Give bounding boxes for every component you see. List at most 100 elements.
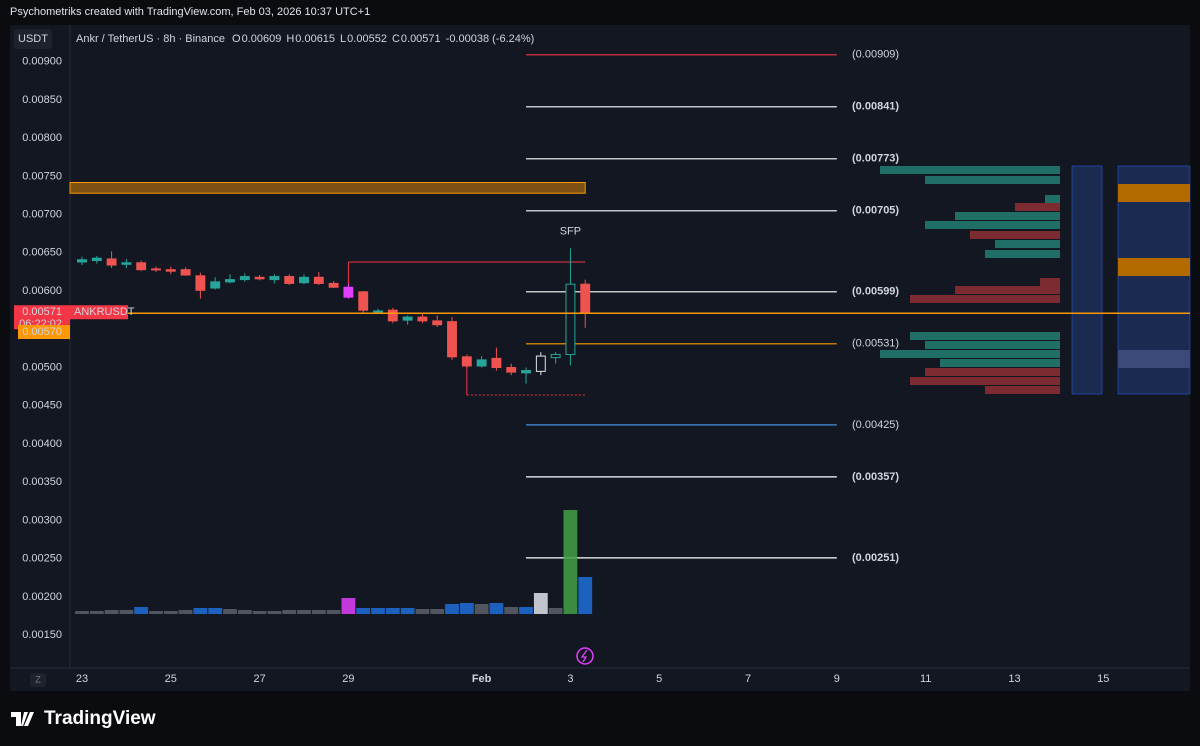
event-icon-bolt bbox=[580, 649, 588, 663]
level-label: (0.00705) bbox=[852, 205, 899, 217]
x-tick-label: 23 bbox=[76, 673, 88, 685]
candle-body bbox=[180, 269, 191, 276]
y-tick-label: 0.00300 bbox=[22, 514, 62, 526]
x-tick-label: 3 bbox=[567, 673, 573, 685]
annotation: SFP bbox=[560, 225, 581, 237]
y-tick-label: 0.00850 bbox=[22, 94, 62, 106]
volume-bar bbox=[208, 608, 223, 614]
candle-body bbox=[121, 262, 132, 265]
y-tick-label: 0.00400 bbox=[22, 438, 62, 450]
quote-button[interactable] bbox=[14, 29, 52, 49]
order-book-heatmap bbox=[880, 165, 1191, 395]
candle-body bbox=[565, 283, 576, 356]
candle-body bbox=[195, 275, 206, 291]
y-tick-label: 0.00650 bbox=[22, 247, 62, 259]
price-tag-value: 0.00571 bbox=[22, 306, 62, 318]
bid-tag-value: 0.00570 bbox=[22, 326, 62, 338]
volume-bar bbox=[474, 604, 489, 614]
volume-bar bbox=[75, 611, 89, 614]
level-label: (0.00425) bbox=[852, 419, 899, 431]
volume-bar bbox=[533, 593, 548, 614]
candle-body bbox=[447, 321, 457, 358]
y-tick-label: 0.00200 bbox=[22, 591, 62, 603]
volume-bar bbox=[134, 607, 149, 614]
x-tick-label: 13 bbox=[1008, 673, 1020, 685]
tv-logo bbox=[11, 712, 34, 726]
candle-body bbox=[432, 320, 443, 326]
y-tick-label: 0.00450 bbox=[22, 400, 62, 412]
candle-body bbox=[313, 276, 324, 284]
x-tick-label: 7 bbox=[745, 673, 751, 685]
zoom-icon[interactable]: Z bbox=[35, 674, 41, 684]
volume-bar bbox=[237, 610, 252, 614]
candle-body bbox=[461, 356, 472, 367]
volume-bar bbox=[415, 609, 430, 614]
candle-body bbox=[136, 262, 147, 271]
y-tick-label: 0.00700 bbox=[22, 209, 62, 221]
legend-change: -0.00038 (-6.24%) bbox=[446, 33, 535, 45]
volume-bar bbox=[341, 598, 356, 614]
zoom-button[interactable] bbox=[30, 673, 46, 687]
candle-body bbox=[491, 357, 502, 369]
volume-bar bbox=[459, 603, 474, 614]
candle-body bbox=[328, 282, 339, 288]
volume-bar bbox=[371, 608, 385, 614]
volume-bar bbox=[356, 608, 371, 614]
candle-body bbox=[343, 286, 354, 298]
volume-bar bbox=[578, 577, 593, 614]
y-tick-label: 0.00150 bbox=[22, 629, 62, 641]
candle-body bbox=[387, 309, 398, 322]
legend-label: L bbox=[340, 33, 346, 45]
volume-bar bbox=[489, 603, 504, 614]
level-label: (0.00841) bbox=[852, 101, 899, 113]
volume-bar bbox=[178, 610, 193, 614]
candle-body bbox=[358, 291, 369, 311]
volume-bar bbox=[326, 610, 341, 614]
y-tick-label: 0.00800 bbox=[22, 132, 62, 144]
volume-bar bbox=[89, 611, 104, 614]
x-tick-label: 5 bbox=[656, 673, 662, 685]
ohlc-legend: O 0.00609 H 0.00615 L 0.00552 C 0.00571 -0.00038… bbox=[232, 33, 534, 45]
candle-body bbox=[476, 359, 487, 367]
legend-label: H bbox=[286, 33, 294, 45]
candle-body bbox=[535, 355, 546, 372]
volume-bar bbox=[119, 610, 134, 614]
symbol: Ankr / TetherUS · 8h · Binance bbox=[76, 33, 225, 45]
volume-bar bbox=[400, 608, 415, 614]
logo-text: TradingView bbox=[44, 708, 156, 729]
level-label: (0.00909) bbox=[852, 49, 899, 61]
candle-body bbox=[151, 268, 161, 271]
volume-bar bbox=[104, 610, 119, 614]
y-tick-label: 0.00350 bbox=[22, 476, 62, 488]
candle-body bbox=[402, 316, 413, 321]
candle-body bbox=[225, 279, 235, 283]
level-label: (0.00251) bbox=[852, 552, 899, 564]
candle-body bbox=[210, 281, 221, 289]
y-tick-label: 0.00250 bbox=[22, 553, 62, 565]
volume-bar bbox=[297, 610, 311, 614]
volume-bar bbox=[149, 611, 163, 614]
x-tick-label: 11 bbox=[920, 673, 931, 685]
candle-body bbox=[521, 370, 531, 374]
volume-bar bbox=[193, 608, 208, 614]
candle-body bbox=[106, 258, 117, 266]
quote-button-label[interactable]: USDT bbox=[18, 33, 48, 45]
volume-bar bbox=[519, 607, 533, 614]
volume-bar bbox=[252, 611, 267, 614]
x-tick-label: 9 bbox=[834, 673, 840, 685]
volume-bar bbox=[445, 604, 459, 614]
candle-body bbox=[506, 367, 517, 373]
attribution: Psychometriks created with TradingView.c… bbox=[10, 6, 370, 18]
candle-body bbox=[299, 276, 309, 284]
x-tick-label: 27 bbox=[253, 673, 265, 685]
candle-body bbox=[77, 259, 87, 263]
volume-bar bbox=[548, 608, 563, 614]
x-tick-label: 25 bbox=[165, 673, 177, 685]
bid-tag-bg bbox=[18, 325, 70, 340]
supply-zone bbox=[69, 182, 586, 194]
candle-body bbox=[373, 310, 383, 313]
volume-bar bbox=[504, 607, 519, 614]
y-tick-label: 0.00600 bbox=[22, 285, 62, 297]
legend-value: 0.00615 bbox=[295, 33, 335, 45]
event-icon[interactable] bbox=[576, 647, 594, 665]
